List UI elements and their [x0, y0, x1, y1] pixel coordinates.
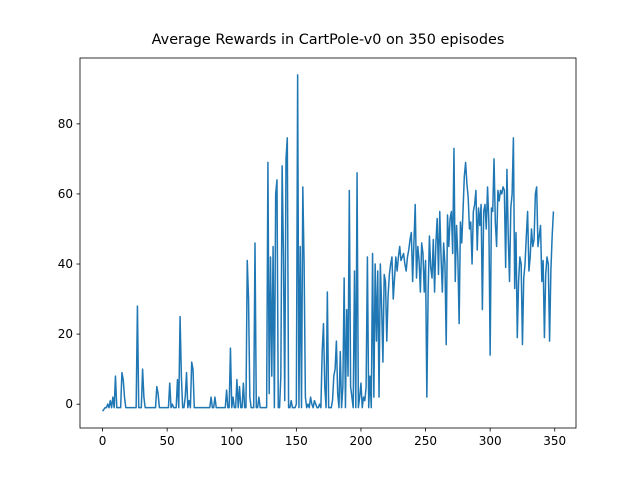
y-tick-label: 0 — [65, 397, 73, 411]
axes-frame — [79, 57, 577, 429]
y-tick-label: 20 — [58, 327, 73, 341]
x-tick-label: 350 — [543, 434, 566, 448]
y-tick-label: 80 — [58, 117, 73, 131]
x-tick-label: 50 — [160, 434, 175, 448]
x-tick-label: 0 — [99, 434, 107, 448]
x-tick-label: 150 — [285, 434, 308, 448]
x-tick-label: 250 — [414, 434, 437, 448]
x-tick-label: 300 — [479, 434, 502, 448]
x-tick-label: 200 — [349, 434, 372, 448]
data-line — [101, 74, 555, 412]
y-tick-label: 60 — [58, 187, 73, 201]
x-tick-label: 100 — [220, 434, 243, 448]
y-tick-label: 40 — [58, 257, 73, 271]
chart-title: Average Rewards in CartPole-v0 on 350 ep… — [152, 32, 505, 48]
